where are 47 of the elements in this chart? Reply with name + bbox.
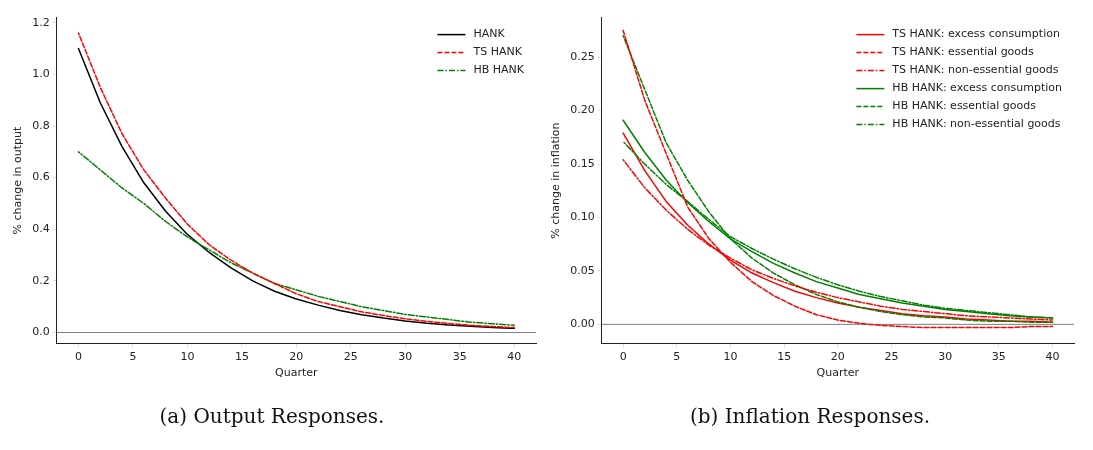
legend-label: HANK bbox=[473, 27, 506, 41]
x-tick-label: 15 bbox=[777, 350, 792, 364]
legend-label: TS HANK: non-essential goods bbox=[891, 63, 1059, 77]
x-tick-label: 15 bbox=[234, 350, 249, 364]
legend-label: HB HANK: essential goods bbox=[892, 99, 1037, 113]
legend-label: HB HANK: non-essential goods bbox=[892, 117, 1061, 131]
x-axis-title: Quarter bbox=[275, 366, 319, 380]
text: (b) Inflation Responses. bbox=[689, 404, 931, 429]
x-tick-label: 20 bbox=[830, 350, 845, 364]
x-tick-label: 0 bbox=[619, 350, 627, 364]
legend-label: HB HANK: excess consumption bbox=[892, 81, 1063, 95]
y-tick-label: 1.0 bbox=[32, 67, 50, 81]
y-tick-label: 1.2 bbox=[32, 15, 50, 29]
x-tick-label: 40 bbox=[507, 350, 522, 364]
y-tick-label: 0.15 bbox=[570, 156, 595, 170]
x-tick-label: 20 bbox=[289, 350, 304, 364]
text: (a) Output Responses. bbox=[159, 404, 385, 429]
x-tick-label: 35 bbox=[452, 350, 467, 364]
x-tick-label: 5 bbox=[673, 350, 681, 364]
y-tick-label: 0.20 bbox=[570, 103, 595, 117]
legend-label: TS HANK: essential goods bbox=[891, 45, 1035, 59]
y-tick-label: 0.6 bbox=[32, 170, 50, 184]
x-tick-label: 30 bbox=[398, 350, 413, 364]
x-tick-label: 30 bbox=[938, 350, 953, 364]
legend-label: HB HANK bbox=[473, 63, 525, 77]
x-tick-label: 10 bbox=[723, 350, 738, 364]
y-tick-label: 0.8 bbox=[32, 118, 50, 132]
x-tick-label: 5 bbox=[129, 350, 137, 364]
y-tick-label: 0.00 bbox=[570, 317, 595, 331]
x-tick-label: 40 bbox=[1045, 350, 1060, 364]
legend-label: TS HANK bbox=[472, 45, 523, 59]
y-tick-label: 0.10 bbox=[570, 210, 595, 224]
legend-label: TS HANK: excess consumption bbox=[891, 27, 1060, 41]
x-tick-label: 35 bbox=[991, 350, 1006, 364]
line-series bbox=[77, 151, 515, 327]
x-tick-label: 0 bbox=[74, 350, 82, 364]
x-tick-label: 25 bbox=[884, 350, 899, 364]
y-tick-label: 0.4 bbox=[32, 222, 50, 236]
x-tick-label: 25 bbox=[343, 350, 358, 364]
y-axis-title: % change in inflation bbox=[549, 122, 563, 239]
x-axis-title: Quarter bbox=[816, 366, 860, 380]
y-tick-label: 0.0 bbox=[32, 325, 50, 339]
y-axis-title: % change in output bbox=[11, 126, 25, 235]
y-tick-label: 0.2 bbox=[32, 273, 50, 287]
x-tick-label: 10 bbox=[180, 350, 195, 364]
y-tick-label: 0.25 bbox=[570, 50, 595, 64]
y-tick-label: 0.05 bbox=[570, 263, 595, 277]
